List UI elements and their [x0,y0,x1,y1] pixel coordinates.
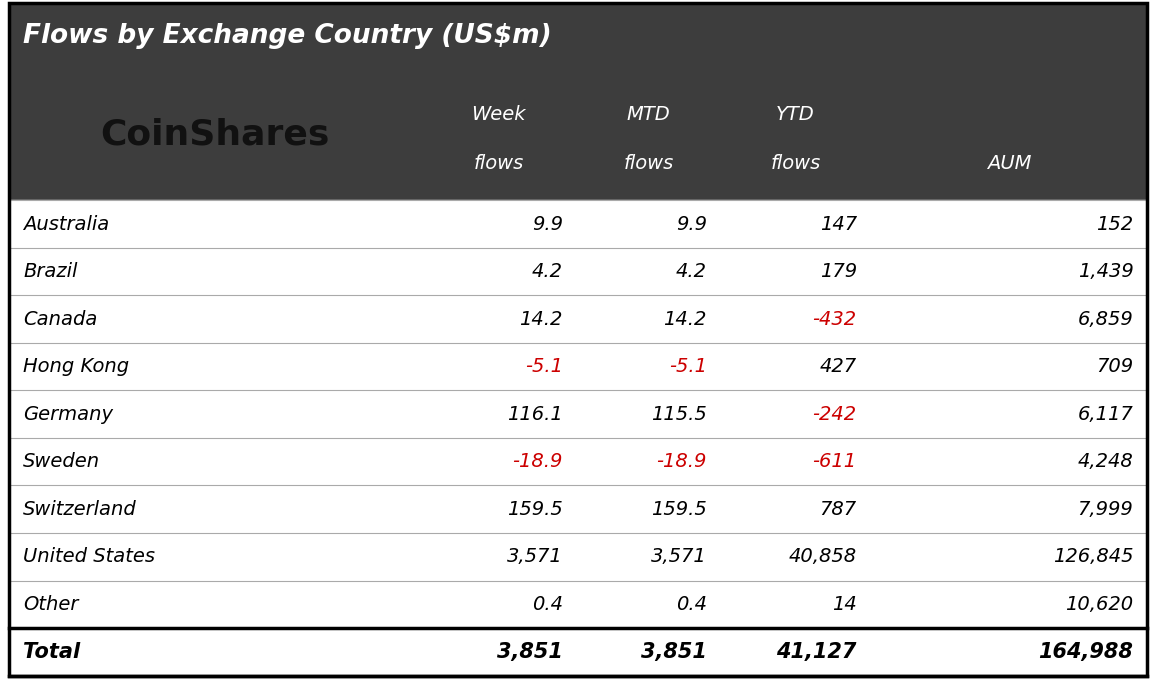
Text: flows: flows [624,153,673,172]
Bar [9,200,1147,248]
Text: 6,117: 6,117 [1078,405,1133,424]
Text: flows: flows [770,153,821,172]
Bar [9,68,1147,200]
Text: flows: flows [474,153,523,172]
Text: -18.9: -18.9 [656,452,707,471]
Text: 787: 787 [820,500,857,519]
Text: 152: 152 [1097,215,1133,234]
Text: 115.5: 115.5 [651,405,707,424]
Text: 3,851: 3,851 [497,642,563,662]
Text: 709: 709 [1097,357,1133,376]
Text: Other: Other [23,595,78,614]
Bar [9,485,1147,533]
Text: 116.1: 116.1 [507,405,563,424]
Text: 14: 14 [832,595,857,614]
Text: Canada: Canada [23,310,98,329]
Text: 41,127: 41,127 [776,642,857,662]
Text: 40,858: 40,858 [789,547,857,566]
Text: 14.2: 14.2 [519,310,563,329]
Text: YTD: YTD [776,105,815,124]
Text: 9.9: 9.9 [676,215,707,234]
Bar [9,295,1147,343]
Text: 9.9: 9.9 [532,215,563,234]
Text: -432: -432 [813,310,857,329]
Text: 0.4: 0.4 [532,595,563,614]
Text: 4,248: 4,248 [1078,452,1133,471]
Text: Australia: Australia [23,215,110,234]
Text: 10,620: 10,620 [1065,595,1133,614]
Bar [9,248,1147,295]
Text: 164,988: 164,988 [1039,642,1133,662]
Text: 7,999: 7,999 [1078,500,1133,519]
Text: Flows by Exchange Country (US$m): Flows by Exchange Country (US$m) [23,22,551,49]
Text: -242: -242 [813,405,857,424]
Bar [9,343,1147,390]
Text: Brazil: Brazil [23,262,77,281]
Text: 0.4: 0.4 [676,595,707,614]
Text: 126,845: 126,845 [1053,547,1133,566]
Text: Total: Total [23,642,81,662]
Text: -18.9: -18.9 [512,452,563,471]
Bar [9,3,1147,68]
Bar [9,533,1147,581]
Text: 159.5: 159.5 [507,500,563,519]
Bar [9,628,1147,676]
Text: 3,571: 3,571 [651,547,707,566]
Text: United States: United States [23,547,155,566]
Bar [9,581,1147,628]
Text: 179: 179 [820,262,857,281]
Text: 1,439: 1,439 [1078,262,1133,281]
Text: 4.2: 4.2 [532,262,563,281]
Text: Germany: Germany [23,405,113,424]
Text: CoinShares: CoinShares [100,117,330,151]
Text: 147: 147 [820,215,857,234]
Text: Sweden: Sweden [23,452,100,471]
Bar [9,438,1147,485]
Text: 3,571: 3,571 [507,547,563,566]
Text: MTD: MTD [627,105,670,124]
Text: -5.1: -5.1 [525,357,563,376]
Text: Hong Kong: Hong Kong [23,357,129,376]
Text: 14.2: 14.2 [663,310,707,329]
Text: 427: 427 [820,357,857,376]
Text: 6,859: 6,859 [1078,310,1133,329]
Text: -611: -611 [813,452,857,471]
Text: 4.2: 4.2 [676,262,707,281]
Bar [9,390,1147,438]
Text: AUM: AUM [987,153,1031,172]
Text: Switzerland: Switzerland [23,500,137,519]
Text: -5.1: -5.1 [669,357,707,376]
Text: 3,851: 3,851 [641,642,707,662]
Text: Week: Week [472,105,526,124]
Text: 159.5: 159.5 [651,500,707,519]
